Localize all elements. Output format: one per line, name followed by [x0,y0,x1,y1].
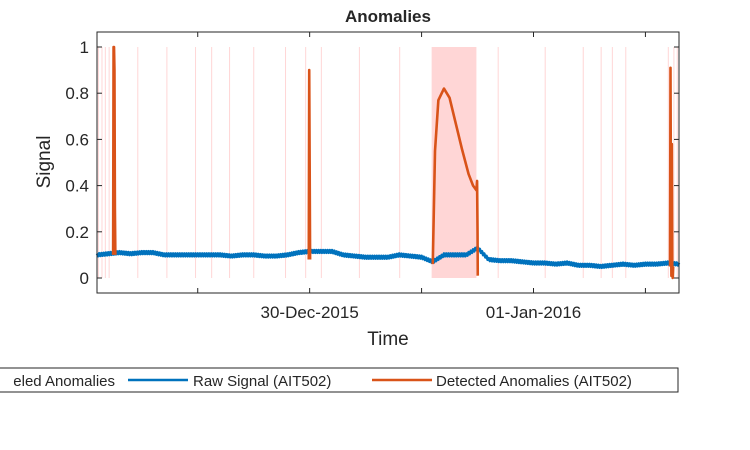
x-tick-label-3: 01-Jan-2016 [486,303,581,322]
y-tick-label-5: 1 [80,38,89,57]
legend: eled Anomalies Raw Signal (AIT502) Detecte… [0,367,679,393]
anomaly-region-20 [611,47,613,278]
anomaly-region-14 [358,47,360,278]
detected-anomaly-segment-0 [111,45,117,255]
y-tick-label-2: 0.4 [65,177,89,196]
y-tick-label-0: 0 [80,269,89,288]
anomaly-region-19 [600,47,602,278]
anomaly-region-11 [285,47,287,278]
raw-signal-line [95,245,681,270]
y-tick-label-4: 0.8 [65,84,89,103]
x-tick-label-1: 30-Dec-2015 [261,303,359,322]
anomaly-region-22 [667,47,669,278]
anomaly-region-18 [582,47,584,278]
legend-box [0,367,679,393]
legend-label-detected-anomalies: Detected Anomalies (AIT502) [436,373,632,390]
anomaly-region-6 [166,47,168,278]
detected-anomaly-segment-2 [431,87,480,276]
anomaly-region-4 [108,47,110,278]
anomaly-region-9 [229,47,231,278]
anomaly-region-15 [399,47,401,278]
anomaly-region-5 [137,47,139,278]
anomaly-region-0 [431,47,477,278]
anomaly-region-23 [673,47,675,278]
detected-anomaly-segment-1 [307,68,312,260]
raw-signal-series [95,245,681,270]
anomaly-region-10 [253,47,255,278]
labeled-anomaly-regions [97,47,678,278]
anomaly-region-1 [97,47,99,278]
anomaly-region-17 [544,47,546,278]
anomaly-region-21 [625,47,627,278]
anomaly-region-3 [104,47,106,278]
anomaly-region-16 [497,47,499,278]
anomaly-region-12 [305,47,307,278]
x-axis-label: Time [367,329,409,350]
anomaly-region-7 [195,47,197,278]
legend-label-labeled-anomalies: eled Anomalies [13,373,115,390]
anomaly-region-8 [211,47,213,278]
anomaly-region-24 [676,47,678,278]
anomaly-region-13 [320,47,322,278]
detected-anomaly-segment-3 [668,66,675,280]
axes: 0 0.2 0.4 0.6 0.8 1 30-Dec-2015 01-Jan-2016 [65,31,680,322]
chart-title: Anomalies [345,7,431,26]
y-tick-label-3: 0.6 [65,130,89,149]
legend-label-raw-signal: Raw Signal (AIT502) [193,373,331,390]
plot-box [96,31,680,294]
y-tick-label-1: 0.2 [65,223,89,242]
y-axis-label: Signal [34,136,55,189]
detected-anomalies-series [111,45,675,280]
anomaly-region-2 [101,47,103,278]
